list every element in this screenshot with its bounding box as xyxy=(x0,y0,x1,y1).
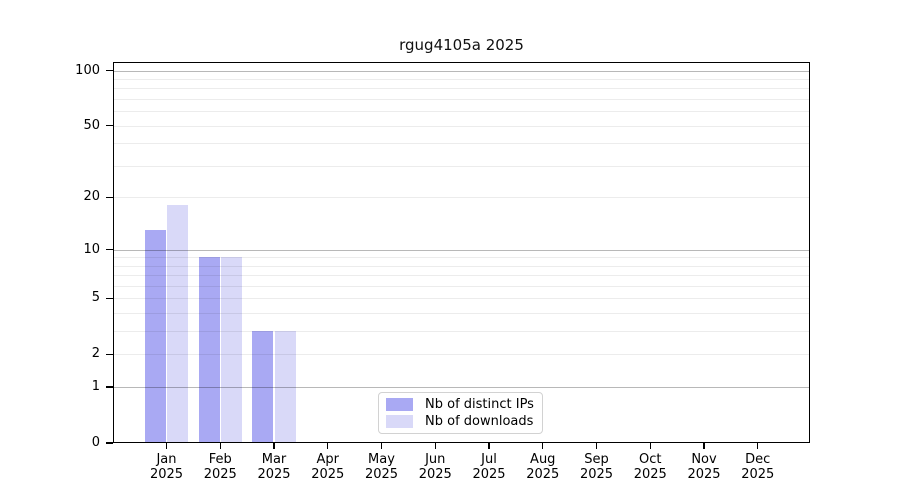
gridline-minor xyxy=(114,265,809,267)
gridline-minor xyxy=(114,354,809,356)
x-tick-label: Dec 2025 xyxy=(741,452,775,482)
legend-swatch-downloads xyxy=(386,415,413,429)
gridline-major xyxy=(114,70,809,72)
x-tick-label: May 2025 xyxy=(364,452,399,482)
bar-nb-of-downloads-jan xyxy=(167,205,189,443)
x-tick xyxy=(327,443,329,449)
bar-nb-of-downloads-mar xyxy=(274,331,296,443)
gridline-minor xyxy=(114,286,809,288)
y-tick xyxy=(106,196,113,198)
y-tick-label: 50 xyxy=(83,117,100,133)
x-tick-label: Jun 2025 xyxy=(418,452,452,482)
y-tick-label: 10 xyxy=(83,241,100,257)
legend-item-downloads: Nb of downloads xyxy=(379,413,542,430)
y-tick xyxy=(106,442,113,444)
gridline-minor xyxy=(114,165,809,167)
legend: Nb of distinct IPs Nb of downloads xyxy=(378,392,543,434)
x-tick-label: Mar 2025 xyxy=(257,452,291,482)
gridline-minor xyxy=(114,197,809,199)
gridline-minor xyxy=(114,143,809,145)
x-tick xyxy=(165,443,168,449)
gridline-minor xyxy=(114,99,809,101)
x-tick-label: Jan 2025 xyxy=(149,452,184,482)
bar-nb-of-distinct-ips-mar xyxy=(252,331,274,443)
y-tick xyxy=(106,125,113,127)
x-tick-label: Aug 2025 xyxy=(526,452,560,482)
y-tick-label: 20 xyxy=(83,189,100,205)
bar-nb-of-downloads-feb xyxy=(220,257,242,443)
gridline-minor xyxy=(114,125,809,127)
legend-item-distinct-ips: Nb of distinct IPs xyxy=(379,396,542,413)
x-tick-label: Feb 2025 xyxy=(203,452,237,482)
y-tick xyxy=(106,386,113,388)
gridline-minor xyxy=(114,298,809,300)
gridline-major xyxy=(114,387,809,389)
gridline-minor xyxy=(114,79,809,81)
gridline-minor xyxy=(114,275,809,277)
x-tick xyxy=(595,443,598,449)
gridline-minor xyxy=(114,88,809,90)
y-tick-label: 100 xyxy=(75,62,100,78)
gridline-major xyxy=(114,249,809,251)
legend-swatch-distinct-ips xyxy=(386,397,413,411)
x-tick xyxy=(488,443,490,449)
bar-nb-of-distinct-ips-jan xyxy=(144,230,166,443)
legend-label-distinct-ips: Nb of distinct IPs xyxy=(425,396,534,412)
x-tick xyxy=(434,443,436,449)
x-tick xyxy=(380,443,383,449)
y-tick xyxy=(106,248,113,251)
legend-label-downloads: Nb of downloads xyxy=(425,414,534,430)
x-tick-label: Jul 2025 xyxy=(472,452,506,482)
x-tick-label: Sep 2025 xyxy=(579,452,614,482)
x-tick xyxy=(649,443,651,449)
x-tick-label: Nov 2025 xyxy=(687,452,721,482)
gridline-minor xyxy=(114,257,809,259)
x-tick xyxy=(703,443,705,449)
y-tick xyxy=(106,70,113,72)
x-tick-label: Oct 2025 xyxy=(633,452,667,482)
x-tick xyxy=(757,443,759,449)
bar-nb-of-distinct-ips-feb xyxy=(198,257,220,443)
gridline-minor xyxy=(114,331,809,333)
y-tick-label: 0 xyxy=(91,435,100,450)
y-tick-label: 2 xyxy=(91,346,100,362)
gridline-minor xyxy=(114,313,809,315)
x-tick-label: Apr 2025 xyxy=(311,452,345,482)
x-tick xyxy=(273,443,275,449)
x-tick xyxy=(542,443,544,449)
y-tick-label: 1 xyxy=(91,379,100,395)
chart-title: rgug4105a 2025 xyxy=(399,36,524,54)
y-tick-label: 5 xyxy=(91,290,100,306)
gridline-minor xyxy=(114,111,809,113)
y-tick xyxy=(106,297,113,300)
x-tick xyxy=(219,443,221,449)
y-tick xyxy=(106,353,113,355)
